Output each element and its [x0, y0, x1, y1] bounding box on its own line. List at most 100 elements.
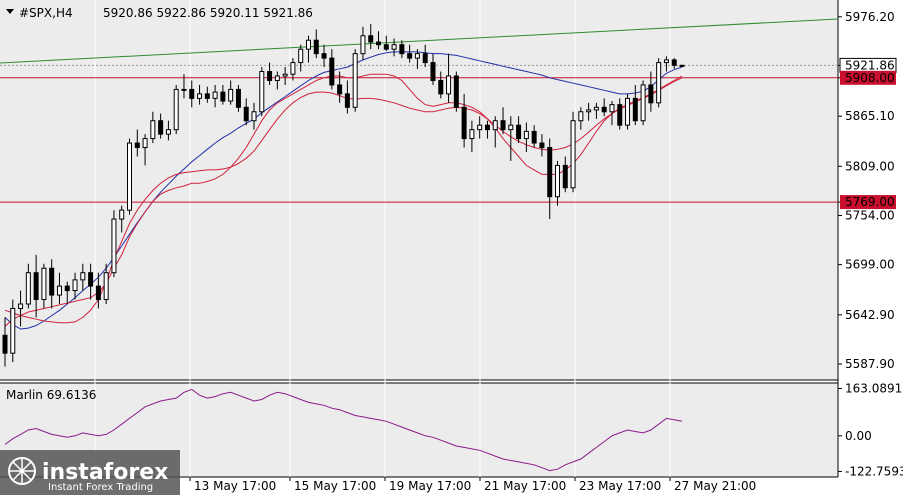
x-tick-label: 19 May 17:00 — [389, 479, 471, 493]
watermark: instaforex Instant Forex Trading — [0, 450, 180, 495]
candle — [586, 102, 592, 121]
candle — [197, 84, 203, 105]
y-tick-label: 5921.86 — [845, 58, 895, 72]
candle — [414, 49, 420, 69]
candle — [648, 71, 654, 112]
osc-tick-label: 163.0891 — [845, 381, 902, 395]
candle — [173, 84, 179, 135]
candle — [41, 263, 47, 309]
x-tick-label: 23 May 17:00 — [579, 479, 661, 493]
y-tick-label: 5908.00 — [845, 71, 895, 85]
instaforex-logo-icon — [8, 457, 36, 485]
candle — [539, 134, 545, 157]
candle — [593, 102, 599, 119]
candle — [562, 156, 568, 193]
candle — [80, 263, 86, 291]
candle — [274, 71, 280, 90]
candle — [430, 53, 436, 85]
grid-lines — [94, 0, 671, 477]
candle — [477, 116, 483, 139]
candle — [554, 160, 560, 206]
moving-averages — [4, 51, 683, 330]
candle — [88, 263, 94, 300]
candle — [25, 263, 31, 309]
price-badge — [840, 195, 896, 210]
x-tick-label: 21 May 17:00 — [484, 479, 566, 493]
candle — [181, 74, 187, 99]
candle — [407, 44, 413, 63]
candle — [601, 98, 607, 117]
candle — [679, 64, 685, 67]
x-tick-label: 27 May 21:00 — [674, 479, 756, 493]
time-axis: 13 May 17:00 15 May 17:00 19 May 17:00 21 M… — [189, 477, 756, 493]
candle — [298, 44, 304, 72]
candle — [313, 29, 319, 59]
candle — [305, 35, 311, 63]
watermark-bg — [0, 450, 180, 495]
candle — [570, 111, 576, 193]
candle — [461, 93, 467, 148]
ma-line-2 — [4, 77, 683, 324]
candle — [523, 122, 529, 152]
candle — [438, 71, 444, 99]
candle — [228, 80, 234, 105]
candlesticks — [2, 24, 685, 367]
horizontal-levels — [0, 64, 838, 203]
candle — [150, 111, 156, 144]
candle — [360, 26, 366, 60]
candle — [204, 86, 210, 103]
candle — [56, 272, 62, 304]
candle — [547, 138, 553, 220]
oscillator-line — [4, 388, 683, 472]
candle — [111, 210, 117, 278]
candle — [251, 102, 257, 130]
y-tick-label: 5642.90 — [845, 308, 895, 322]
candle — [422, 44, 428, 68]
x-tick-label: 13 May 17:00 — [194, 479, 276, 493]
candle — [337, 71, 343, 103]
candle — [127, 138, 133, 215]
candle — [453, 71, 459, 112]
candle — [656, 58, 662, 108]
candle — [508, 116, 514, 161]
candle — [484, 120, 490, 139]
candle — [469, 120, 475, 152]
symbol-label: #SPX,H4 — [19, 6, 73, 20]
candle — [235, 84, 241, 112]
candle — [290, 58, 296, 81]
candle — [259, 67, 265, 117]
candle — [282, 67, 288, 85]
y-tick-label: 5976.20 — [845, 10, 895, 24]
oscillator-panel: 163.0891 0.00 -122.7593 — [4, 381, 903, 478]
y-tick-label: 5587.90 — [845, 357, 895, 371]
candle — [376, 31, 382, 50]
watermark-tagline: Instant Forex Trading — [48, 482, 153, 493]
plot-background — [0, 0, 838, 380]
candle — [189, 80, 195, 108]
candle — [531, 125, 537, 148]
y-tick-label: 5809.00 — [845, 159, 895, 173]
candle — [640, 80, 646, 126]
candle — [352, 49, 358, 112]
candle — [625, 93, 631, 130]
osc-tick-label: -122.7593 — [845, 464, 903, 478]
dropdown-triangle-icon[interactable] — [6, 9, 14, 14]
trend-line — [0, 18, 839, 64]
candle — [212, 84, 218, 108]
candle — [321, 44, 327, 68]
candle — [267, 62, 273, 85]
candle — [344, 80, 350, 114]
candle — [663, 56, 669, 72]
candle — [103, 263, 109, 304]
candle — [134, 129, 140, 157]
ohlc-label: 5920.86 5922.86 5920.11 5921.86 — [103, 6, 313, 20]
candle — [446, 53, 452, 103]
watermark-brand: instaforex — [42, 460, 168, 485]
candle — [33, 254, 39, 318]
y-tick-label: 5865.10 — [845, 109, 895, 123]
candle — [119, 205, 125, 233]
y-tick-label: 5699.00 — [845, 258, 895, 272]
candle — [165, 120, 171, 141]
candle — [368, 24, 374, 50]
